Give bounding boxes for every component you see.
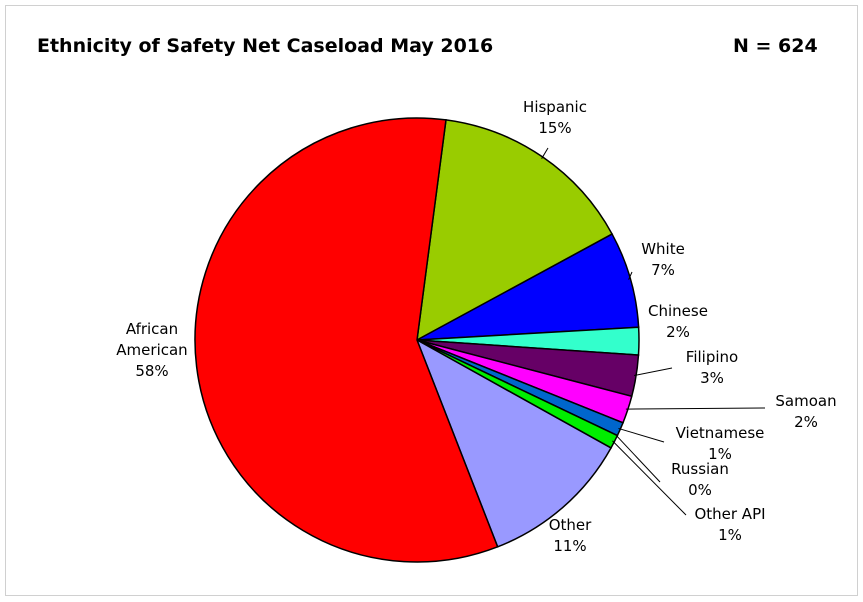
leader-line	[618, 427, 665, 443]
value-label: 3%	[700, 369, 724, 387]
leader-line	[625, 407, 766, 410]
value-label: 58%	[135, 362, 169, 380]
slice-label: Chinese	[648, 302, 708, 320]
pie-slice	[415, 338, 612, 548]
leader-line	[541, 147, 549, 159]
slice-label: White	[641, 240, 685, 258]
value-label: 15%	[538, 119, 572, 137]
leader-line	[615, 434, 661, 483]
slice-label: Russian	[671, 460, 729, 478]
slice-label: African American	[116, 320, 188, 359]
chart-title: Ethnicity of Safety Net Caseload May 201…	[37, 35, 494, 57]
leader-line	[612, 440, 687, 516]
value-label: 2%	[794, 413, 818, 431]
slice-label: Other	[548, 516, 592, 534]
slice-label: Other API	[694, 505, 766, 523]
chart-subtitle: N = 624	[733, 35, 818, 57]
value-label: 1%	[708, 445, 732, 463]
slice-label: Filipino	[685, 348, 739, 366]
slice-label: Vietnamese	[675, 424, 765, 442]
value-label: 7%	[651, 261, 675, 279]
leader-line	[634, 367, 673, 377]
value-label: 2%	[666, 323, 690, 341]
slice-label: Samoan	[775, 392, 837, 410]
pie-slice	[194, 117, 499, 563]
value-label: 0%	[688, 481, 712, 499]
value-label: 11%	[553, 537, 587, 555]
slice-label: Hispanic	[523, 98, 587, 116]
value-label: 1%	[718, 526, 742, 544]
leader-line	[628, 271, 633, 280]
